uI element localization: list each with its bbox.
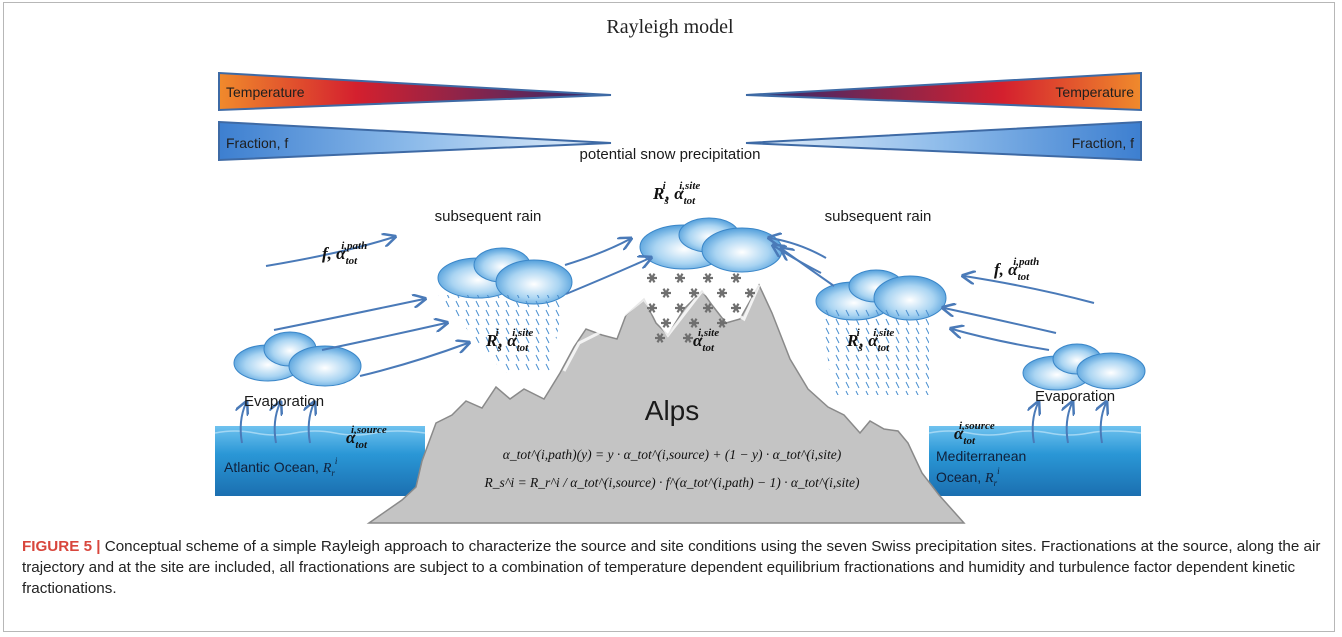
subsequent-rain-left-label: subsequent rain [435, 208, 542, 225]
snowflake-stroke [684, 333, 692, 343]
snowflake-stroke [704, 303, 712, 313]
rain-left [438, 295, 564, 373]
fraction-label-right: Fraction, f [1072, 135, 1134, 151]
transport-arrows-left [265, 237, 650, 377]
caption-label: FIGURE 5 | [22, 538, 101, 555]
rayleigh-diagram: Rayleigh model Temperature Temperature F… [214, 16, 1146, 524]
caption-text: Conceptual scheme of a simple Rayleigh a… [22, 538, 1321, 597]
alpha-source-right: αtoti,source [954, 420, 995, 447]
equation-path-alpha: α_tot^(i,path)(y) = y · α_tot^(i,source)… [503, 447, 842, 462]
atlantic-ocean-label: Atlantic Ocean, [224, 459, 323, 475]
snowflake-stroke [718, 288, 726, 298]
transport-arrows-right [770, 238, 1095, 351]
temperature-wedge-right: Temperature [745, 71, 1142, 112]
snowflake-stroke [662, 318, 670, 328]
snowflake-stroke [676, 303, 684, 313]
fraction-wedge-left: Fraction, f [218, 120, 612, 162]
temperature-wedge-left: Temperature [218, 71, 612, 112]
potential-snow-label: potential snow precipitation [580, 146, 761, 163]
alps-label: Alps [645, 395, 699, 426]
snowflake-stroke [656, 333, 664, 343]
alpha-source-left: αtoti,source [346, 424, 387, 451]
rs-alpha-site-left: Rsi, αtoti,site [485, 327, 533, 354]
temperature-label-right: Temperature [1055, 84, 1134, 100]
mediterranean-label-1: Mediterranean [936, 448, 1026, 464]
f-alpha-path-right: f, αtoti,path [994, 256, 1039, 283]
snowflake-stroke [746, 288, 754, 298]
snowflake-stroke [718, 318, 726, 328]
snowflake-stroke [648, 303, 656, 313]
rs-alpha-site-top: Rsi, αtoti,site [652, 180, 700, 207]
snowflake-stroke [690, 318, 698, 328]
snowflake-stroke [704, 273, 712, 283]
cloud-rain-left [437, 247, 573, 305]
alpha-site-snow: αtoti,site [693, 327, 719, 354]
atlantic-ocean: Atlantic Ocean, Rri [214, 426, 426, 496]
fraction-wedge-right: Fraction, f [745, 120, 1142, 162]
evaporation-arrows-right [1033, 403, 1106, 444]
rs-alpha-site-right: Rsi, αtoti,site [846, 327, 894, 354]
snowflake-stroke [690, 288, 698, 298]
snowflake-stroke [676, 273, 684, 283]
mediterranean-ocean: Mediterranean Ocean, Rri [928, 426, 1142, 496]
snowflakes [647, 273, 755, 343]
figure-frame: Rayleigh model Temperature Temperature F… [3, 2, 1335, 632]
diagram-title: Rayleigh model [606, 16, 734, 38]
cloud-evaporation-left [233, 331, 362, 387]
evaporation-label-right: Evaporation [1035, 388, 1115, 405]
subsequent-rain-right-label: subsequent rain [825, 208, 932, 225]
svg-text:Ocean, Rri: Ocean, Rri [936, 466, 1000, 488]
fraction-label-left: Fraction, f [226, 135, 288, 151]
figure-caption: FIGURE 5 | Conceptual scheme of a simple… [22, 536, 1327, 599]
evaporation-label-left: Evaporation [244, 393, 324, 410]
f-alpha-path-left: f, αtoti,path [322, 240, 367, 267]
evaporation-arrows-left [241, 403, 314, 444]
snowflake-stroke [648, 273, 656, 283]
equation-rayleigh: R_s^i = R_r^i / α_tot^(i,source) · f^(α_… [484, 475, 860, 490]
temperature-label-left: Temperature [226, 84, 305, 100]
cloud-snow [639, 217, 783, 273]
snowflake-stroke [662, 288, 670, 298]
snowflake-stroke [732, 303, 740, 313]
mediterranean-label-2: Ocean, [936, 469, 985, 485]
cloud-evaporation-right [1022, 343, 1146, 391]
rain-right [822, 309, 929, 395]
snowflake-stroke [732, 273, 740, 283]
svg-text:Atlantic Ocean, Rri: Atlantic Ocean, Rri [224, 456, 338, 478]
